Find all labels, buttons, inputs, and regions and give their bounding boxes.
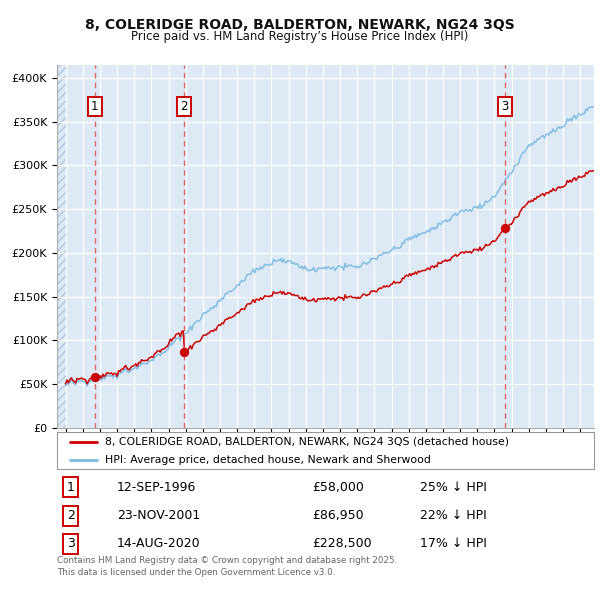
Text: 3: 3 xyxy=(502,100,509,113)
Text: 22% ↓ HPI: 22% ↓ HPI xyxy=(420,509,487,522)
Text: 17% ↓ HPI: 17% ↓ HPI xyxy=(420,537,487,550)
Text: Contains HM Land Registry data © Crown copyright and database right 2025.
This d: Contains HM Land Registry data © Crown c… xyxy=(57,556,397,577)
Text: HPI: Average price, detached house, Newark and Sherwood: HPI: Average price, detached house, Newa… xyxy=(106,455,431,465)
Text: 1: 1 xyxy=(67,481,75,494)
Point xyxy=(500,223,510,232)
Text: 14-AUG-2020: 14-AUG-2020 xyxy=(117,537,200,550)
Text: 3: 3 xyxy=(67,537,75,550)
Text: 2: 2 xyxy=(67,509,75,522)
Text: £228,500: £228,500 xyxy=(312,537,371,550)
Bar xyxy=(57,65,65,428)
Text: 8, COLERIDGE ROAD, BALDERTON, NEWARK, NG24 3QS: 8, COLERIDGE ROAD, BALDERTON, NEWARK, NG… xyxy=(85,18,515,32)
Point xyxy=(179,347,189,356)
Text: 2: 2 xyxy=(180,100,188,113)
Point xyxy=(90,372,100,382)
Text: 12-SEP-1996: 12-SEP-1996 xyxy=(117,481,196,494)
Text: £58,000: £58,000 xyxy=(312,481,364,494)
Text: 8, COLERIDGE ROAD, BALDERTON, NEWARK, NG24 3QS (detached house): 8, COLERIDGE ROAD, BALDERTON, NEWARK, NG… xyxy=(106,437,509,447)
Text: £86,950: £86,950 xyxy=(312,509,364,522)
Text: 1: 1 xyxy=(91,100,98,113)
Text: Price paid vs. HM Land Registry’s House Price Index (HPI): Price paid vs. HM Land Registry’s House … xyxy=(131,30,469,43)
Text: 25% ↓ HPI: 25% ↓ HPI xyxy=(420,481,487,494)
Text: 23-NOV-2001: 23-NOV-2001 xyxy=(117,509,200,522)
